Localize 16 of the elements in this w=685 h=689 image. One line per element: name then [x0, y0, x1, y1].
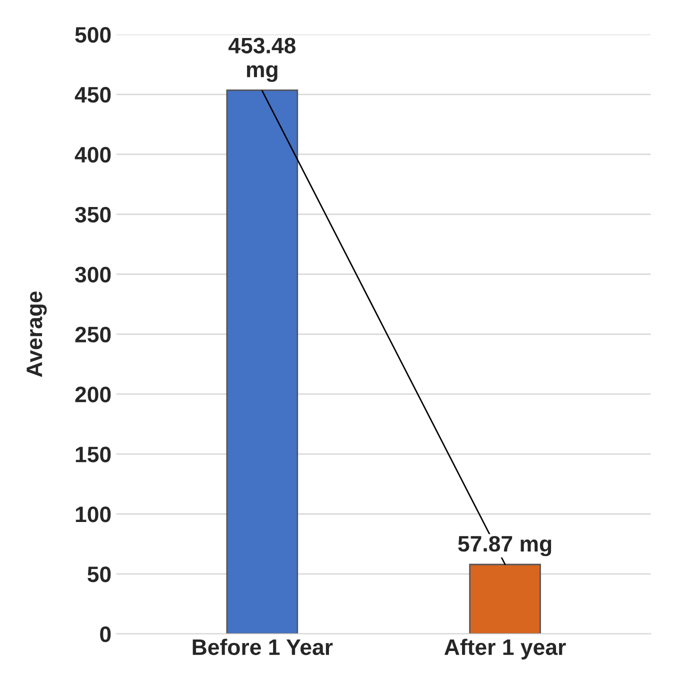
x-tick-label: Before 1 Year [192, 638, 333, 656]
y-tick-label: 500 [75, 26, 111, 43]
y-axis-title: Average [26, 291, 47, 378]
y-tick-label: 100 [76, 506, 111, 522]
y-tick-label: 250 [75, 326, 111, 342]
data-label: 453.48 mg [228, 38, 296, 82]
y-tick-label: 200 [75, 386, 111, 402]
y-tick-label: 300 [75, 266, 111, 283]
y-tick-label: 350 [75, 206, 111, 223]
y-tick-label: 150 [76, 446, 111, 462]
y-tick-label: 450 [74, 86, 111, 103]
y-tick-label: 0 [100, 626, 111, 642]
y-tick-label: 400 [74, 146, 111, 163]
x-tick-label: After 1 year [444, 638, 566, 660]
y-tick-label: 50 [88, 566, 111, 582]
data-label: 57.87 mg [458, 536, 552, 556]
